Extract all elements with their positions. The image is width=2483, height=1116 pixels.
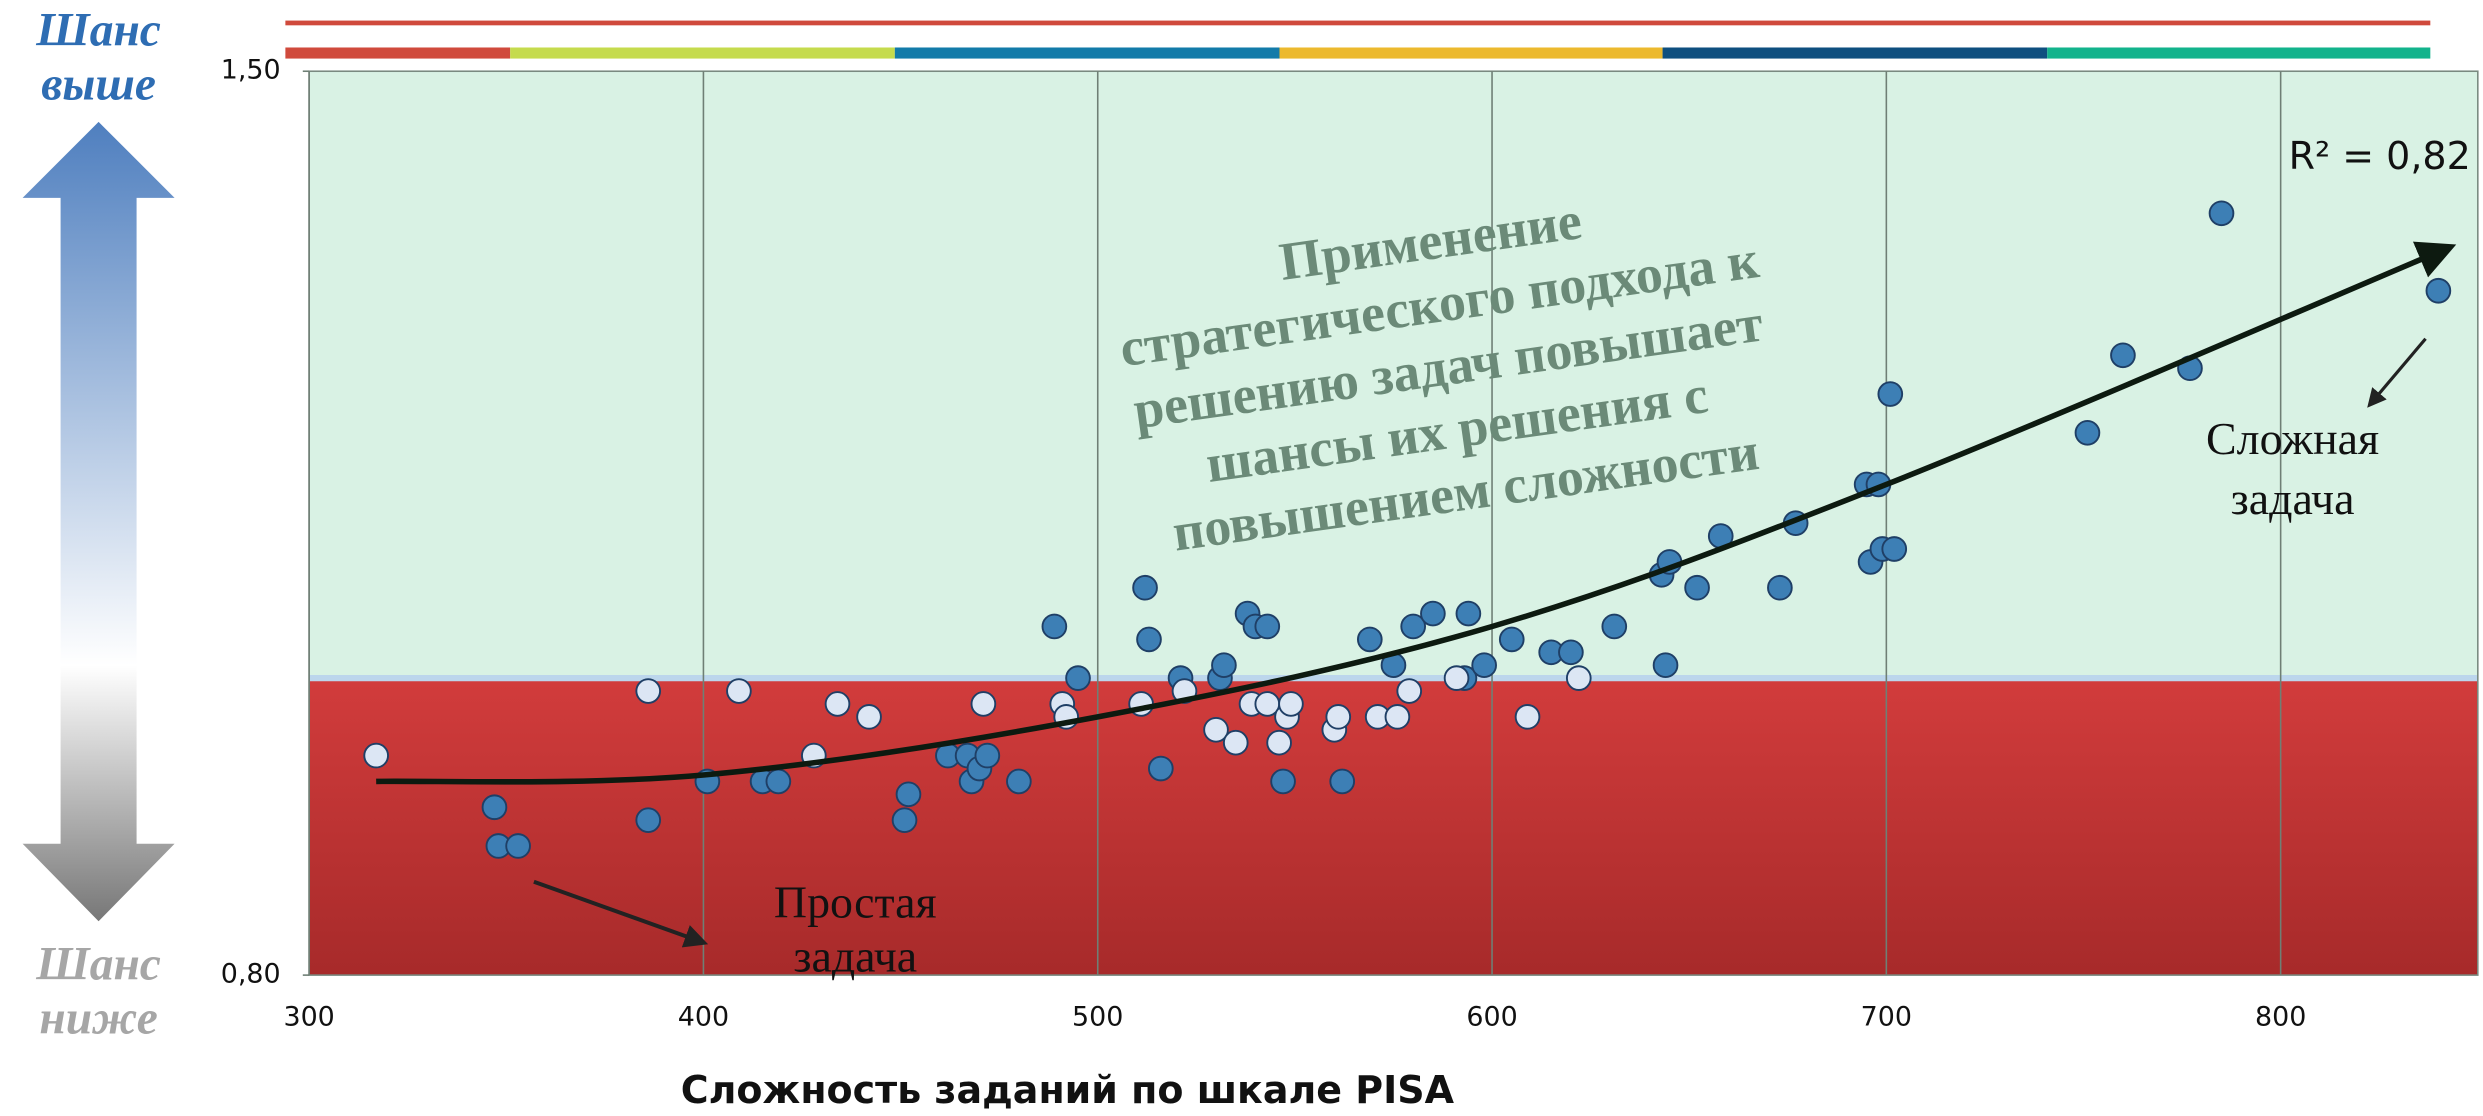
data-point: [635, 807, 662, 833]
zone-higher: [309, 71, 2478, 679]
annotation: задача: [2231, 473, 2355, 524]
data-point: [1455, 600, 1482, 627]
data-point: [974, 742, 1001, 769]
x-tick-label: 400: [678, 1001, 729, 1032]
x-tick-label: 800: [2255, 1001, 2306, 1032]
data-point: [1329, 768, 1356, 795]
data-point: [1514, 704, 1541, 730]
marks: [363, 200, 2457, 859]
data-point: [1420, 600, 1446, 627]
data-point: [1006, 768, 1032, 795]
x-tick-label: 700: [1861, 1001, 1912, 1032]
data-point: [505, 833, 531, 859]
data-point: [1565, 665, 1592, 691]
annotation-arrow: [533, 879, 709, 948]
side-label: Шанс: [35, 939, 161, 991]
x-tick-label: 500: [1072, 1001, 1123, 1032]
data-point: [1278, 691, 1304, 717]
data-point: [1652, 652, 1679, 679]
data-point: [1222, 729, 1249, 756]
top-decoration: [285, 20, 2431, 59]
data-point: [1211, 652, 1237, 679]
data-point: [1254, 613, 1281, 640]
data-point: [1601, 613, 1628, 640]
plot-background: [308, 70, 2479, 976]
data-point: [1136, 626, 1162, 653]
side-label: выше: [41, 59, 156, 111]
data-point: [2208, 200, 2235, 227]
side-label: ниже: [39, 992, 157, 1044]
y-tick-label: 0,80: [221, 959, 281, 990]
data-point: [765, 768, 792, 795]
data-point: [1558, 639, 1584, 666]
annotation: задача: [793, 930, 917, 981]
x-tick-label: 300: [283, 1001, 334, 1032]
data-point: [1041, 613, 1068, 640]
x-tick-label: 600: [1466, 1001, 1517, 1032]
data-point: [1203, 716, 1229, 743]
data-point: [1498, 626, 1525, 653]
data-point: [2110, 342, 2136, 369]
data-point: [1684, 574, 1710, 601]
data-point: [1396, 678, 1423, 704]
data-point: [1471, 652, 1497, 679]
data-point: [1443, 665, 1470, 691]
trend-line: [376, 241, 2457, 785]
y-tick-label: 1,50: [221, 55, 281, 86]
annotation: Простая: [774, 877, 937, 928]
annotation: Сложная: [2206, 413, 2379, 464]
data-point: [856, 704, 882, 730]
data-point: [1270, 768, 1296, 795]
data-point: [891, 807, 918, 833]
data-point: [970, 691, 997, 717]
r-squared: R² = 0,82: [2289, 134, 2471, 178]
data-point: [824, 691, 851, 717]
data-point: [481, 794, 508, 821]
data-point: [1400, 613, 1427, 640]
annotation-arrow: [2367, 337, 2427, 408]
data-point: [1767, 574, 1793, 601]
data-point: [363, 742, 389, 769]
data-point: [895, 781, 922, 808]
data-point: [1266, 729, 1292, 756]
grid: [302, 70, 2282, 976]
data-point: [1325, 704, 1352, 730]
data-point: [1877, 381, 1904, 407]
data-point: [1132, 574, 1158, 601]
side-label: Шанс: [35, 5, 161, 57]
data-point: [1356, 626, 1383, 653]
data-point: [1881, 536, 1908, 562]
data-point: [635, 678, 662, 704]
odds-arrow: [22, 121, 175, 922]
data-point: [726, 678, 752, 704]
data-point: [2074, 419, 2101, 446]
data-point: [1065, 665, 1091, 691]
x-axis-title: Сложность заданий по шкале PISA: [681, 1068, 1455, 1112]
data-point: [1384, 704, 1411, 730]
data-point: [2425, 277, 2452, 304]
data-point: [1148, 755, 1174, 782]
